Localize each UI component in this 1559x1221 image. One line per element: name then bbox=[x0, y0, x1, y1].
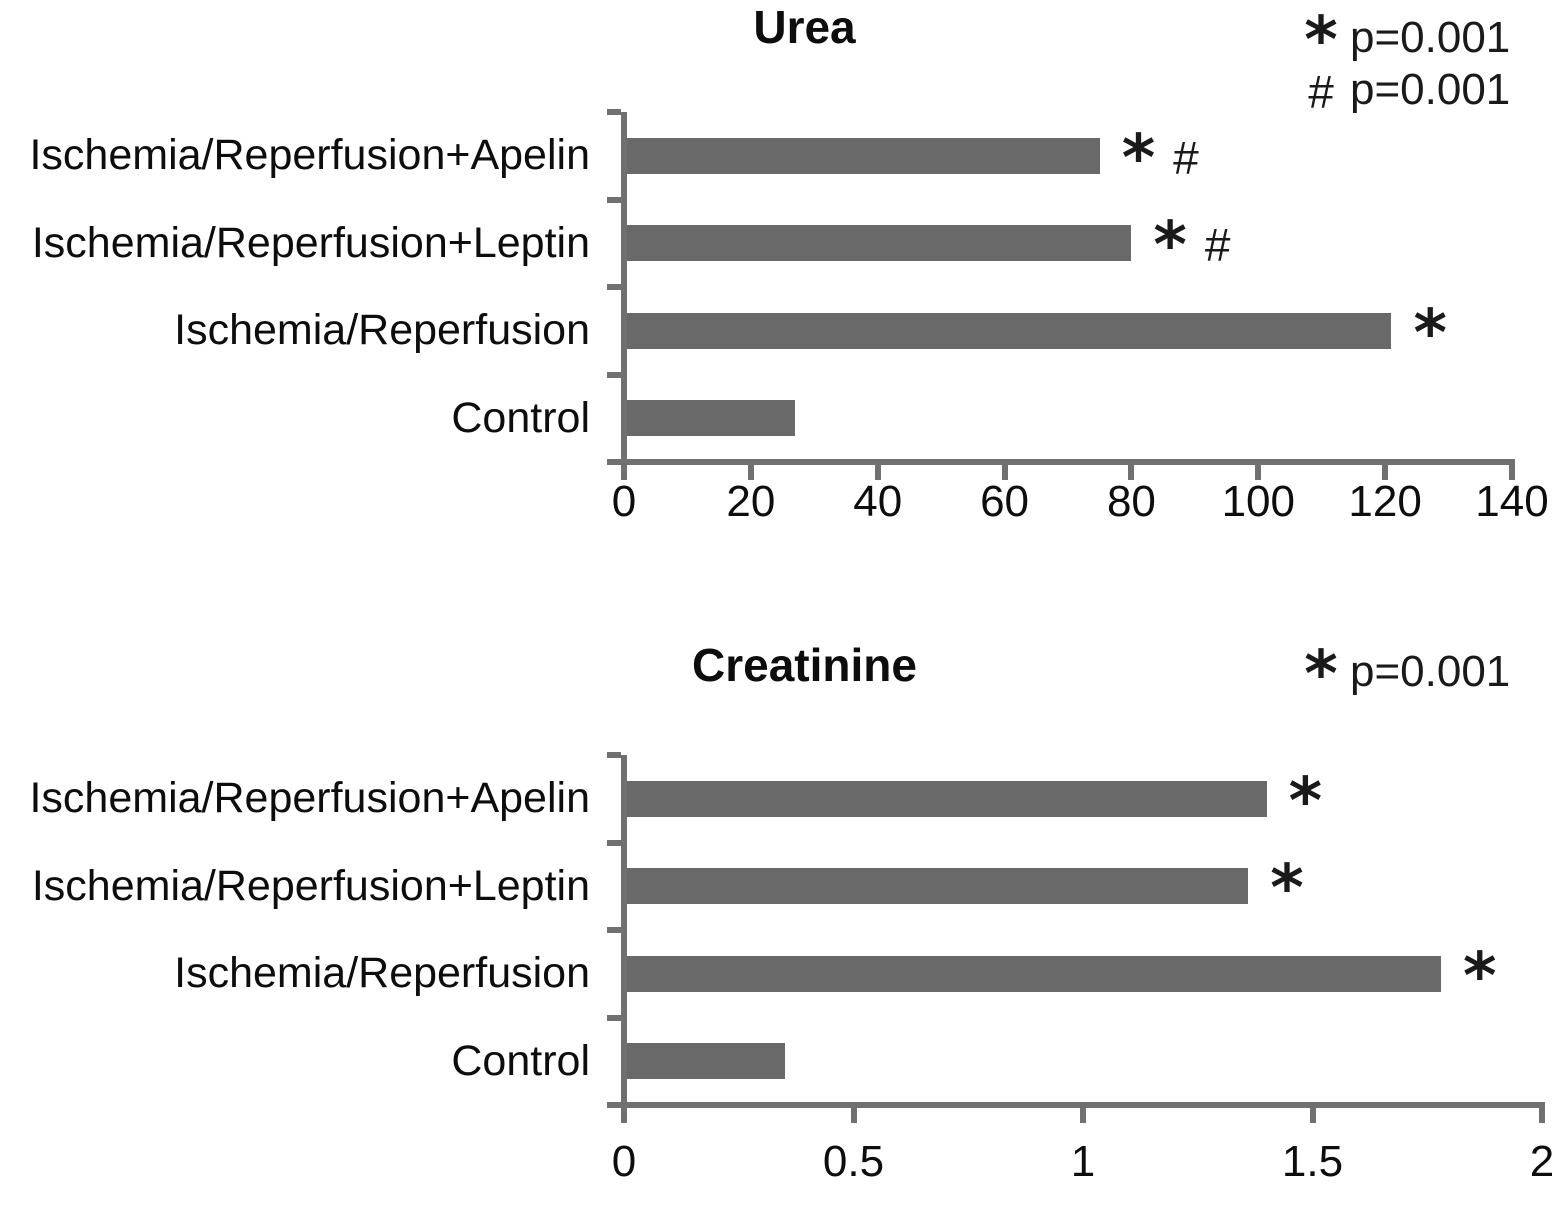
x-tick bbox=[1080, 1108, 1086, 1123]
x-tick-label: 0 bbox=[611, 477, 637, 526]
significance-markers: * bbox=[1463, 930, 1496, 1018]
x-tick-label: 2 bbox=[1529, 1137, 1555, 1186]
y-tick bbox=[607, 196, 621, 203]
x-tick-label: 1 bbox=[1070, 1137, 1096, 1186]
significance-markers: * bbox=[1413, 287, 1446, 375]
significance-asterisk: * bbox=[1463, 939, 1497, 1014]
x-tick bbox=[1309, 1108, 1316, 1123]
bar bbox=[624, 137, 1100, 174]
category-label: Ischemia/Reperfusion bbox=[174, 949, 590, 998]
significance-asterisk: * bbox=[1304, 4, 1338, 78]
legend-row: * p=0.001 bbox=[1292, 9, 1511, 73]
x-tick bbox=[874, 465, 881, 480]
category-label: Ischemia/Reperfusion+Leptin bbox=[31, 861, 590, 910]
x-axis bbox=[607, 459, 1515, 465]
x-tick bbox=[621, 1108, 627, 1123]
bar bbox=[624, 1043, 785, 1080]
y-tick bbox=[607, 284, 621, 290]
category-label: Ischemia/Reperfusion+Apelin bbox=[29, 131, 590, 180]
chart-title-creatinine: Creatinine bbox=[692, 639, 917, 691]
x-tick-label: 40 bbox=[853, 477, 903, 526]
bar bbox=[624, 955, 1442, 992]
bar bbox=[624, 312, 1392, 349]
category-label: Ischemia/Reperfusion bbox=[174, 306, 590, 355]
category-label: Control bbox=[451, 393, 590, 442]
significance-asterisk: * bbox=[1288, 764, 1323, 839]
bar bbox=[624, 868, 1249, 905]
legend-row: # p=0.001 bbox=[1292, 64, 1510, 116]
x-tick bbox=[1255, 465, 1262, 480]
legend-text: p=0.001 bbox=[1350, 65, 1511, 114]
significance-asterisk: * bbox=[1304, 638, 1338, 712]
x-tick-label: 0.5 bbox=[822, 1137, 885, 1186]
chart-title-urea: Urea bbox=[753, 1, 856, 53]
legend-urea: * p=0.001 # p=0.001 bbox=[1292, 9, 1511, 116]
legend-text: p=0.001 bbox=[1350, 13, 1511, 62]
bar bbox=[624, 225, 1132, 262]
y-tick bbox=[607, 371, 621, 378]
x-tick bbox=[1509, 465, 1515, 480]
significance-markers: * bbox=[1270, 843, 1303, 931]
significance-asterisk: * bbox=[1153, 209, 1187, 284]
y-tick bbox=[607, 927, 621, 933]
significance-asterisk: * bbox=[1270, 852, 1304, 927]
legend-text: p=0.001 bbox=[1350, 647, 1511, 696]
x-tick bbox=[747, 465, 754, 480]
x-tick-label: 100 bbox=[1221, 477, 1295, 526]
category-label: Ischemia/Reperfusion+Leptin bbox=[31, 218, 590, 267]
x-axis bbox=[607, 1102, 1545, 1108]
x-tick bbox=[1128, 465, 1135, 480]
legend-creatinine: * p=0.001 bbox=[1292, 643, 1511, 707]
x-tick bbox=[621, 465, 627, 480]
y-tick bbox=[607, 752, 621, 758]
bar bbox=[624, 780, 1267, 817]
significance-asterisk: * bbox=[1413, 296, 1447, 371]
x-tick-label: 20 bbox=[726, 477, 776, 526]
y-tick bbox=[607, 109, 621, 115]
x-tick-label: 60 bbox=[980, 477, 1030, 526]
y-axis bbox=[621, 112, 627, 479]
y-axis bbox=[621, 755, 627, 1122]
x-tick-label: 140 bbox=[1475, 477, 1549, 526]
x-tick-label: 1.5 bbox=[1281, 1137, 1344, 1186]
y-tick bbox=[607, 839, 621, 846]
category-label: Ischemia/Reperfusion+Apelin bbox=[29, 774, 590, 823]
y-tick bbox=[607, 1014, 621, 1021]
legend-row: * p=0.001 bbox=[1292, 643, 1511, 707]
legend-symbol: * bbox=[1292, 638, 1350, 712]
x-tick-label: 120 bbox=[1348, 477, 1422, 526]
category-label: Control bbox=[451, 1036, 590, 1085]
x-tick bbox=[850, 1108, 857, 1123]
x-tick bbox=[1001, 465, 1008, 480]
bar bbox=[624, 400, 796, 437]
x-tick-label: 0 bbox=[611, 1137, 637, 1186]
significance-hash: # bbox=[1308, 66, 1334, 118]
x-tick bbox=[1382, 465, 1389, 480]
significance-hash: # bbox=[1204, 219, 1231, 272]
x-tick-label: 80 bbox=[1106, 477, 1156, 526]
legend-symbol: # bbox=[1292, 66, 1350, 118]
significance-hash: # bbox=[1173, 131, 1199, 184]
significance-markers: * # bbox=[1153, 200, 1230, 288]
significance-markers: * # bbox=[1122, 112, 1199, 200]
significance-markers: * bbox=[1289, 755, 1322, 843]
x-tick bbox=[1539, 1108, 1545, 1123]
legend-symbol: * bbox=[1292, 4, 1350, 78]
significance-asterisk: * bbox=[1121, 121, 1156, 196]
